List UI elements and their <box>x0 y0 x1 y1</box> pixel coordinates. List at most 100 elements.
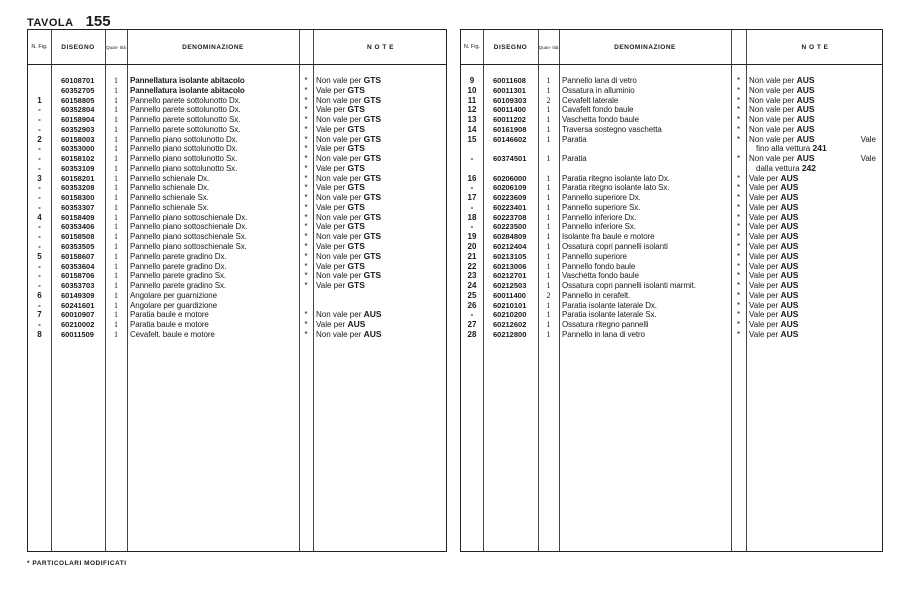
modified-marker: * <box>304 173 308 183</box>
note-model: GTS <box>363 75 382 85</box>
note-model: GTS <box>347 280 365 291</box>
note: Non vale per AUS <box>316 309 382 320</box>
description: Pannello parete sottolunotto Sx. <box>130 115 241 125</box>
note-text: Vale per <box>749 212 779 222</box>
description: Pannello parete gradino Sx. <box>130 281 227 291</box>
quantity: 1 <box>114 95 118 105</box>
table-row: - 60158300 1 Pannello schienale Sx. * Non val… <box>28 192 446 203</box>
note-model: AUS <box>347 319 366 330</box>
note-text: Vale per <box>316 202 346 212</box>
note-text: Non vale per <box>316 193 362 203</box>
note: Non vale per GTS <box>316 153 382 164</box>
quantity: 1 <box>114 271 118 281</box>
fig-number: 23 <box>467 271 477 281</box>
note-model: AUS <box>780 182 799 193</box>
table-row: 8 60011509 1 Cevafelt. baule e motore * Non v… <box>28 328 446 340</box>
note-extra: Vale <box>860 134 876 144</box>
note-extra: Vale <box>860 154 876 164</box>
part-code: 60212503 <box>493 281 527 291</box>
table-row: - 60353109 1 Pannello piano sottolunotto Sx… <box>28 162 446 174</box>
header-fig: N. Fig. <box>463 43 481 50</box>
table-row: - 60353000 1 Pannello piano sottolunotto Dx… <box>28 143 446 154</box>
part-code: 60161908 <box>493 124 527 134</box>
header-fig: N. Fig. <box>31 43 48 50</box>
note-text: Non vale per <box>316 310 362 320</box>
quantity: 1 <box>546 310 551 320</box>
table-row: 24 60212503 1 Ossatura copri pannelli isola… <box>461 280 882 291</box>
quantity: 1 <box>114 320 118 330</box>
part-code: 60353703 <box>61 281 95 291</box>
note: Vale per GTS <box>316 261 365 272</box>
fig-number: 27 <box>467 320 477 330</box>
fig-number: - <box>38 183 41 193</box>
note-model: AUS <box>363 328 382 339</box>
table-row: - 60206109 1 Paratia ritegno isolante lato … <box>461 183 882 193</box>
note-model: GTS <box>347 162 365 173</box>
part-code: 60353109 <box>61 163 95 173</box>
quantity: 1 <box>546 85 551 95</box>
table-row: 60352705 1 Pannellatura isolante abitacolo… <box>28 85 446 96</box>
note-model: GTS <box>347 182 365 193</box>
part-code: 60011608 <box>493 76 526 85</box>
note: Non vale per AUS <box>749 153 815 164</box>
quantity: 1 <box>546 115 551 125</box>
note-model: GTS <box>363 192 382 203</box>
note-model: GTS <box>347 143 365 154</box>
modified-marker: * <box>736 193 741 203</box>
description: Paratia isolante laterale Sx. <box>562 310 657 320</box>
table-row: 27 60212602 1 Ossatura ritegno pannelli * Val… <box>461 319 882 330</box>
note-model: AUS <box>796 94 815 105</box>
fig-number: - <box>38 144 41 154</box>
header-divider <box>28 64 446 65</box>
part-code: 60213006 <box>493 261 527 271</box>
quantity: 1 <box>114 310 118 320</box>
quantity: 1 <box>546 222 551 232</box>
part-code: 60353604 <box>61 261 95 271</box>
fig-number: - <box>38 300 41 310</box>
note-text: Vale per <box>316 124 346 134</box>
note-model: GTS <box>363 211 382 222</box>
header-disegno: DISEGNO <box>61 43 95 51</box>
note: Vale per AUS <box>749 280 798 291</box>
description: Paratia isolante laterale Dx. <box>562 300 657 310</box>
table-row: 18 60223708 1 Pannello inferiore Dx. * Vale p… <box>461 212 882 223</box>
part-code: 60158805 <box>61 95 95 105</box>
note: Non vale per GTS <box>316 231 382 242</box>
table-row: 14 60161908 1 Traversa sostegno vaschetta * N… <box>461 124 882 135</box>
description: Ossatura copri pannelli isolanti <box>562 242 668 252</box>
note-text: dalla vettura <box>756 163 800 173</box>
description: Pannello piano sottolunotto Sx. <box>130 163 238 173</box>
modified-marker: * <box>736 115 741 125</box>
part-code: 60011301 <box>493 85 526 95</box>
fig-number: 25 <box>467 290 477 300</box>
table-row: - 60353604 1 Pannello parete gradino Dx. * Va… <box>28 261 446 272</box>
note-text: Vale per <box>749 320 779 330</box>
note: Vale per AUS <box>749 212 798 223</box>
modified-marker: * <box>736 202 741 212</box>
part-code: 60158409 <box>61 212 95 222</box>
note-model: GTS <box>363 231 382 242</box>
note-model: AUS <box>780 250 799 261</box>
note: Non vale per GTS <box>316 251 381 262</box>
part-code: 60223401 <box>493 202 527 212</box>
header-divider <box>461 64 882 65</box>
part-code: 60212701 <box>493 271 527 281</box>
note-model: AUS <box>796 114 815 125</box>
description: Pannello piano sottolunotto Sx. <box>130 154 238 164</box>
note: Vale per GTS <box>316 143 365 154</box>
description: Pannello schienale Sx. <box>130 193 209 203</box>
description: Pannello schienale Sx. <box>130 202 209 212</box>
fig-number: 4 <box>37 212 42 222</box>
note-text: Vale per <box>749 281 779 291</box>
quantity: 1 <box>114 183 118 193</box>
part-code: 60158201 <box>61 173 95 183</box>
table-row: 16 60206000 1 Paratia ritegno isolante lato… <box>461 173 882 184</box>
table-row: 60108701 1 Pannellatura isolante abitacolo… <box>28 75 446 86</box>
note-model: AUS <box>363 309 382 320</box>
note-model: GTS <box>363 153 382 164</box>
note: Non vale per GTS <box>316 192 382 203</box>
note-model: AUS <box>780 201 799 212</box>
table-row: - 60223401 1 Pannello superiore Sx. * Vale pe… <box>461 201 882 213</box>
quantity: 1 <box>114 222 118 232</box>
table-row: 9 60011608 1 Pannello lana di vetro * Non val… <box>461 75 882 86</box>
